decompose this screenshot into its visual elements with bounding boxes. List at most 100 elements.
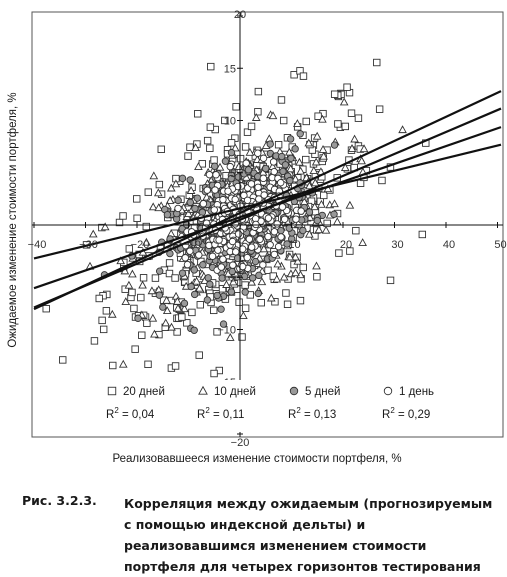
data-point <box>190 326 198 334</box>
data-point <box>271 298 279 306</box>
data-point <box>266 241 274 249</box>
data-point <box>147 286 157 295</box>
data-point <box>358 238 367 246</box>
data-point <box>224 187 232 195</box>
data-point <box>418 230 427 239</box>
legend-item-3: 5 дней R2 = 0,13 <box>288 386 340 421</box>
data-point <box>247 122 256 131</box>
data-point <box>198 208 207 217</box>
data-point <box>270 250 279 259</box>
data-point <box>180 299 189 308</box>
data-point <box>187 282 195 291</box>
data-point <box>161 318 171 327</box>
r-squared-label: R2 = 0,13 <box>288 406 336 421</box>
data-point <box>240 272 249 281</box>
data-point <box>291 252 300 261</box>
data-point <box>206 280 214 288</box>
data-point <box>241 143 250 151</box>
data-point <box>296 130 304 138</box>
data-point <box>178 313 186 321</box>
data-point <box>321 225 331 234</box>
data-point <box>234 162 244 170</box>
data-point <box>188 308 196 317</box>
data-point <box>245 235 254 243</box>
data-point <box>290 71 298 79</box>
data-point <box>299 263 307 272</box>
data-point <box>165 259 174 267</box>
data-point <box>330 210 338 218</box>
data-point <box>167 322 176 331</box>
data-point <box>227 148 236 157</box>
data-point <box>357 156 366 165</box>
data-point <box>330 90 339 98</box>
data-point <box>266 293 276 302</box>
data-point <box>310 178 320 187</box>
data-point <box>119 212 127 220</box>
x-tick-label: −40 <box>28 239 47 251</box>
data-point <box>273 220 281 228</box>
data-point <box>144 360 152 369</box>
data-point <box>272 274 282 283</box>
data-point <box>134 314 142 322</box>
data-point <box>345 200 355 209</box>
regression-lines <box>33 90 502 311</box>
data-point <box>241 304 250 312</box>
data-point <box>292 215 300 223</box>
data-point <box>133 195 141 203</box>
data-point <box>352 226 360 235</box>
data-point <box>221 157 230 165</box>
x-tick-label: −10 <box>182 239 201 251</box>
data-point <box>205 170 214 179</box>
data-point <box>317 199 326 208</box>
legend-background <box>60 380 500 432</box>
data-point <box>259 174 268 183</box>
data-point <box>211 186 219 194</box>
x-tick-label: 20 <box>340 239 352 251</box>
data-point <box>247 277 256 286</box>
data-point <box>255 195 263 203</box>
data-point <box>194 162 203 170</box>
data-point <box>318 114 327 123</box>
data-point <box>332 217 342 226</box>
data-point <box>299 72 308 80</box>
data-point <box>210 162 219 170</box>
data-point <box>109 361 117 370</box>
legend-marker <box>107 386 117 396</box>
data-point <box>323 219 331 228</box>
data-point <box>214 246 222 254</box>
r-squared-label: R2 = 0,04 <box>106 406 155 421</box>
figure-label: Рис. 3.2.3. <box>22 493 97 508</box>
data-point <box>251 113 261 121</box>
data-point <box>231 195 239 204</box>
data-point <box>242 159 250 167</box>
x-axis-title: Реализовавшееся изменение стоимости порт… <box>112 453 401 465</box>
data-point <box>264 232 272 241</box>
data-point <box>194 238 203 246</box>
data-point <box>203 136 212 145</box>
data-point <box>137 293 145 302</box>
data-point <box>203 296 212 304</box>
data-point <box>230 143 240 152</box>
data-point <box>293 119 302 127</box>
data-point <box>304 229 314 238</box>
data-point <box>264 214 273 222</box>
data-point <box>124 280 134 289</box>
data-point <box>210 369 218 378</box>
data-point <box>166 183 176 192</box>
data-point <box>184 209 193 217</box>
data-point <box>194 110 202 118</box>
data-point <box>259 154 268 162</box>
data-point <box>165 196 175 204</box>
data-point <box>245 147 255 156</box>
data-point <box>125 245 134 253</box>
data-point <box>186 247 194 255</box>
data-point <box>195 251 203 259</box>
data-point <box>354 114 363 122</box>
data-point <box>207 62 215 71</box>
data-point <box>296 166 305 175</box>
data-point <box>378 176 386 185</box>
data-point <box>228 277 238 286</box>
data-point <box>174 204 182 213</box>
data-point <box>186 176 194 184</box>
data-point <box>151 274 160 282</box>
